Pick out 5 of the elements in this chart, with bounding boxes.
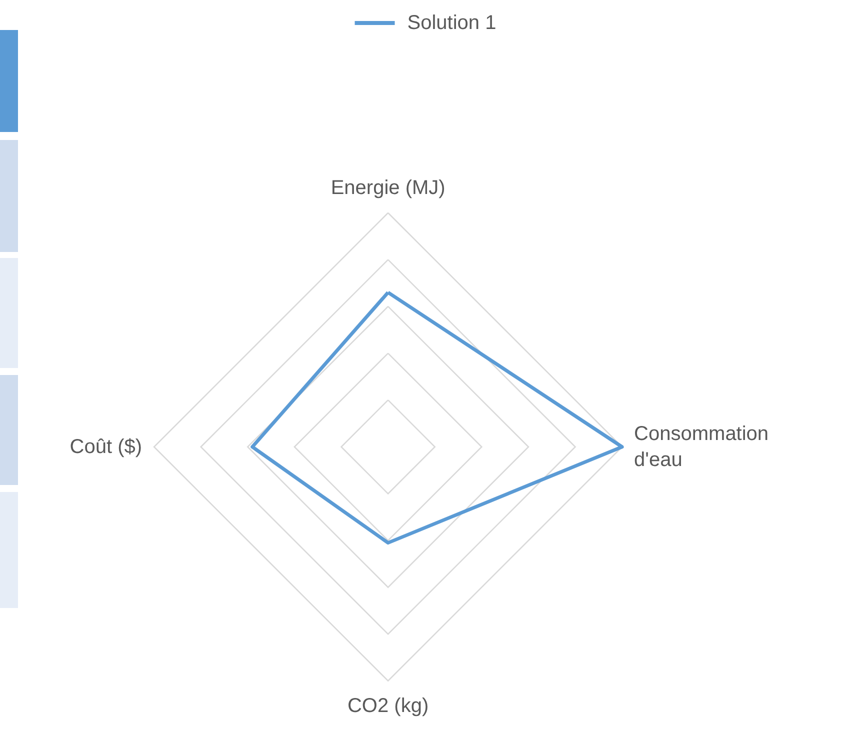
spoke-label: CO2 (kg): [347, 694, 429, 717]
spoke-label: Coût ($): [70, 436, 142, 458]
legend-label: Solution 1: [407, 12, 496, 34]
spoke-label: Consommation d'eau: [634, 422, 769, 471]
spoke-label: Energie (MJ): [330, 176, 446, 199]
